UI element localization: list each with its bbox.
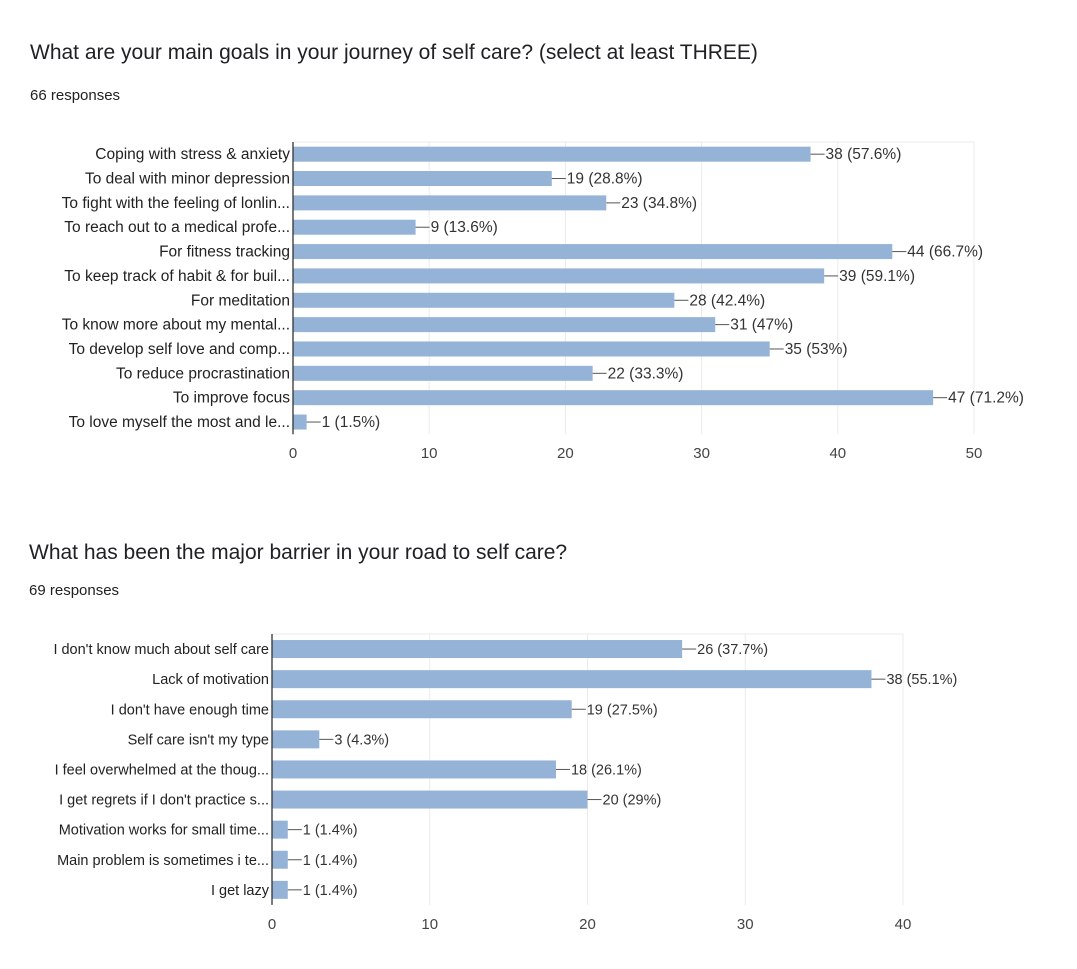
bar [293,171,552,187]
category-label: Self care isn't my type [128,732,269,748]
x-tick-label: 20 [579,916,596,933]
bar [293,365,593,381]
barriers-bar-chart: I don't know much about self care 26 (37.… [53,633,957,933]
x-tick-label: 0 [268,916,276,933]
data-label: 23 (34.8%) [621,195,697,212]
bar [293,390,934,406]
bar [293,244,893,260]
data-label: 1 (1.4%) [303,883,358,899]
x-tick-label: 10 [421,916,438,933]
bar [272,850,288,869]
category-label: I get lazy [211,883,270,899]
bar [293,219,416,235]
category-label: Motivation works for small time... [59,823,269,839]
category-label: I don't have enough time [111,702,269,718]
data-label: 1 (1.4%) [303,823,358,839]
bar [293,292,675,308]
data-label: 22 (33.3%) [608,365,684,382]
bar [272,670,872,689]
category-label: I get regrets if I don't practice s... [59,793,269,809]
category-label: For fitness tracking [159,244,290,261]
data-label: 19 (27.5%) [587,702,658,718]
category-label: To develop self love and comp... [69,341,290,358]
bar [293,268,825,284]
category-label: To love myself the most and le... [69,414,290,431]
category-label: To improve focus [173,390,290,407]
x-tick-label: 50 [966,445,983,462]
category-label: To deal with minor depression [85,171,290,188]
data-label: 39 (59.1%) [839,268,915,285]
question-2-response-count: 69 responses [29,582,120,599]
category-label: To know more about my mental... [62,317,290,334]
bar [272,820,288,839]
data-label: 28 (42.4%) [689,292,765,309]
data-label: 38 (57.6%) [826,146,902,163]
category-label: To reduce procrastination [116,365,290,382]
category-label: Coping with stress & anxiety [95,146,290,163]
data-label: 9 (13.6%) [431,219,498,236]
category-label: I don't know much about self care [53,642,269,658]
bar [272,880,288,899]
data-label: 20 (29%) [603,793,662,809]
data-label: 1 (1.4%) [303,853,358,869]
bar [272,700,572,719]
bar [293,317,716,333]
x-tick-label: 40 [829,445,846,462]
question-1-title: What are your main goals in your journey… [30,41,758,64]
data-label: 44 (66.7%) [907,244,983,261]
x-tick-label: 10 [421,445,438,462]
category-label: Lack of motivation [152,672,269,688]
x-tick-label: 0 [289,445,297,462]
bar [293,341,770,357]
bar [293,414,307,430]
x-tick-label: 30 [737,916,754,933]
data-label: 47 (71.2%) [948,390,1024,407]
question-1-response-count: 66 responses [30,87,121,104]
bar [293,146,811,162]
data-label: 18 (26.1%) [571,762,642,778]
data-label: 35 (53%) [785,341,848,358]
x-tick-label: 20 [557,445,574,462]
bar [272,790,588,809]
data-label: 3 (4.3%) [334,732,389,748]
data-label: 19 (28.8%) [567,171,643,188]
category-label: To keep track of habit & for buil... [64,268,290,285]
bar [272,760,556,779]
data-label: 38 (55.1%) [886,672,957,688]
x-tick-label: 40 [895,916,912,933]
bar [272,730,320,749]
x-tick-label: 30 [693,445,710,462]
data-label: 31 (47%) [730,317,793,334]
category-label: I feel overwhelmed at the thoug... [55,762,269,778]
bar [293,195,607,211]
question-2-title: What has been the major barrier in your … [29,541,568,564]
category-label: For meditation [191,292,290,309]
data-label: 1 (1.5%) [322,414,381,431]
goals-bar-chart: Coping with stress & anxiety 38 (57.6%) To… [62,141,1024,462]
category-label: Main problem is sometimes i te... [57,853,269,869]
data-label: 26 (37.7%) [697,642,768,658]
category-label: To fight with the feeling of lonlin... [62,195,290,212]
bar [272,640,683,659]
category-label: To reach out to a medical profe... [64,219,290,236]
